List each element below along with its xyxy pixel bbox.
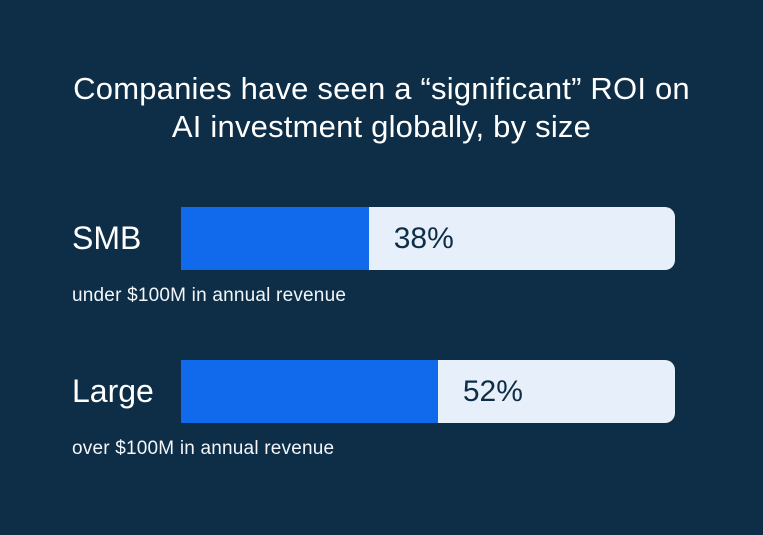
bar-remainder-smb: 38% bbox=[369, 207, 675, 270]
value-label-large: 52% bbox=[462, 374, 523, 408]
chart-title: Companies have seen a “significant” ROI … bbox=[0, 70, 763, 146]
chart-title-line2: AI investment globally, by size bbox=[171, 109, 592, 144]
bar-track-smb: 38% bbox=[181, 207, 675, 270]
chart-title-line1: Companies have seen a “significant” ROI … bbox=[73, 71, 690, 106]
category-sublabel-smb: under $100M in annual revenue bbox=[72, 285, 347, 306]
category-label-large: Large bbox=[72, 373, 154, 409]
value-label-smb: 38% bbox=[393, 221, 454, 255]
bar-remainder-large: 52% bbox=[438, 360, 675, 423]
bar-track-large: 52% bbox=[181, 360, 675, 423]
bar-fill-large bbox=[181, 360, 438, 423]
bar-fill-smb bbox=[181, 207, 369, 270]
category-sublabel-large: over $100M in annual revenue bbox=[72, 438, 335, 459]
category-label-smb: SMB bbox=[72, 220, 142, 256]
